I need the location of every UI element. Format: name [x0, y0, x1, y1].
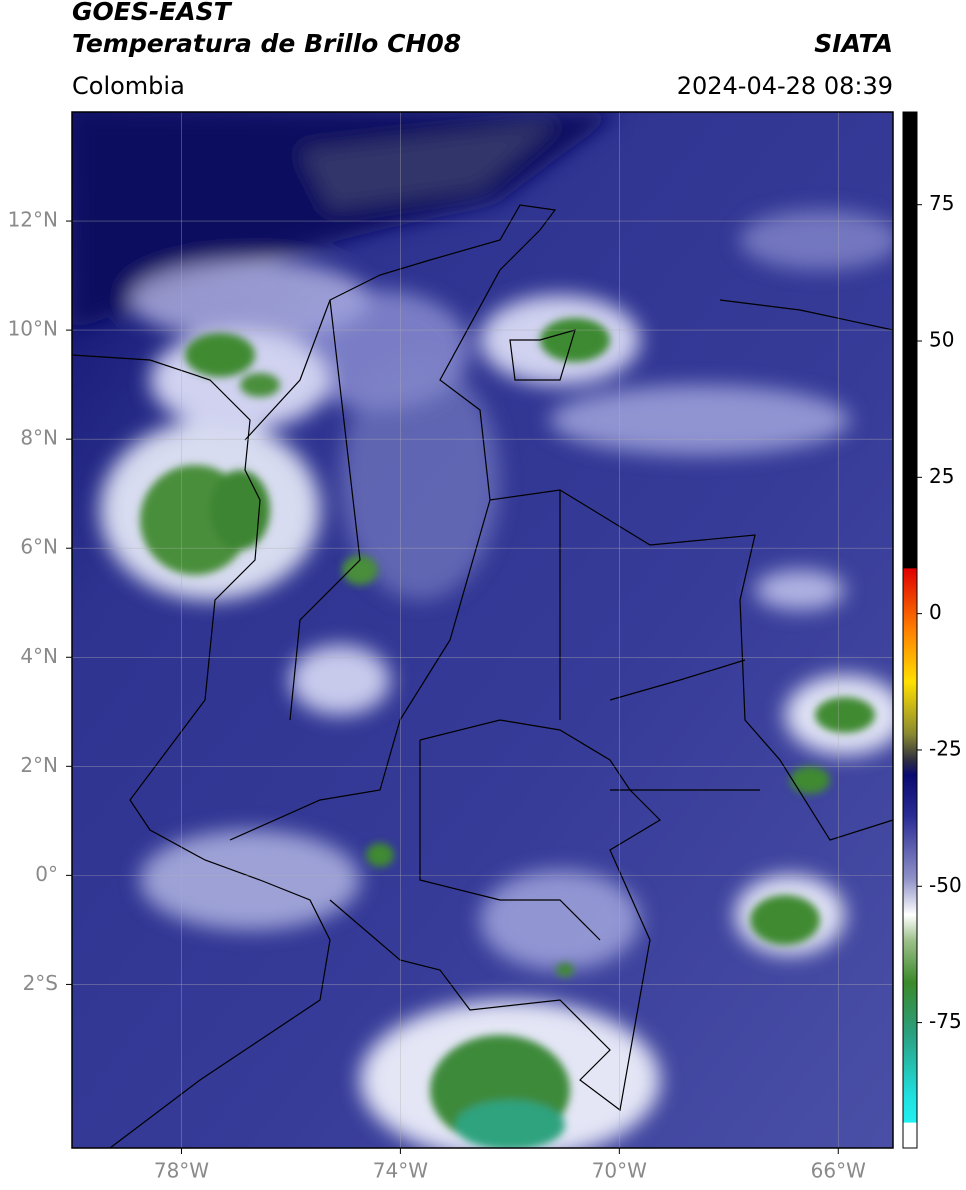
- lon-tick-label: 78°W: [154, 1159, 209, 1183]
- region: Colombia: [72, 72, 185, 100]
- colorbar-tick-label: -25: [929, 736, 962, 760]
- product: Temperatura de Brillo CH08: [72, 29, 461, 58]
- map-frame: [71, 111, 894, 1149]
- institution: SIATA: [814, 29, 893, 58]
- colorbar-tick-label: 75: [929, 191, 954, 215]
- colorbar-tick-label: 50: [929, 328, 954, 352]
- lon-tick-label: 66°W: [811, 1159, 866, 1183]
- colorbar-tick-label: 25: [929, 464, 954, 488]
- lat-tick-label: 8°N: [20, 426, 58, 450]
- lat-tick-label: 2°N: [20, 753, 58, 777]
- satellite-image: [72, 112, 893, 1148]
- colorbar: [902, 111, 918, 1149]
- lon-tick-label: 70°W: [592, 1159, 647, 1183]
- lat-tick-label: 0°: [35, 862, 58, 886]
- colorbar-tick-label: -50: [929, 873, 962, 897]
- map-grid: [72, 112, 893, 1148]
- colorbar-tick-label: 0: [929, 600, 942, 624]
- lon-tick-label: 74°W: [373, 1159, 428, 1183]
- timestamp: 2024-04-28 08:39: [677, 72, 893, 100]
- lat-tick-label: 12°N: [8, 208, 58, 232]
- lat-tick-label: 10°N: [8, 317, 58, 341]
- lat-tick-label: 6°N: [20, 535, 58, 559]
- colorbar-tick-label: -75: [929, 1009, 962, 1033]
- satellite: GOES-EAST: [72, 0, 233, 26]
- lat-tick-label: 2°S: [23, 971, 58, 995]
- lat-tick-label: 4°N: [20, 644, 58, 668]
